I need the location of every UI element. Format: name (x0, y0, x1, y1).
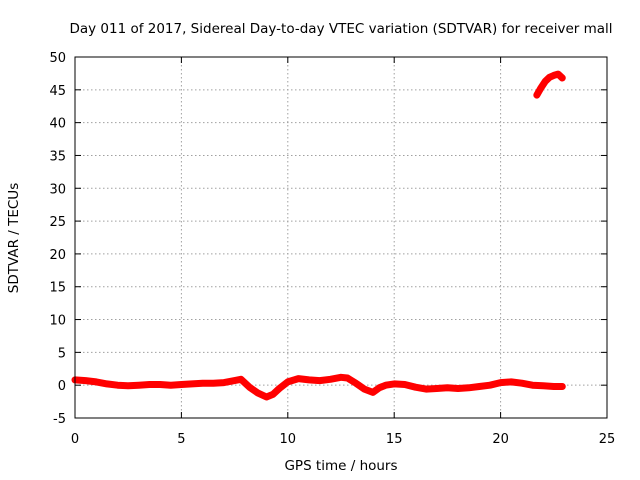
data-point (508, 379, 514, 385)
data-point (353, 380, 359, 386)
x-axis-label: GPS time / hours (284, 458, 397, 474)
y-tick-label: 20 (49, 248, 66, 263)
y-tick-label: 10 (49, 314, 66, 329)
y-tick-label: 45 (49, 84, 66, 99)
data-point (276, 385, 282, 391)
data-point (221, 380, 227, 386)
data-point (317, 378, 323, 384)
data-point (255, 390, 261, 396)
data-point (530, 382, 536, 388)
data-point (361, 386, 367, 392)
y-tick-label: 0 (58, 379, 66, 394)
data-point (200, 380, 206, 386)
data-point (178, 382, 184, 388)
data-point (412, 384, 418, 390)
x-tick-label: 5 (177, 432, 185, 447)
data-point (519, 380, 525, 386)
data-point (455, 385, 461, 391)
y-tick-label: 35 (49, 149, 66, 164)
data-point (285, 379, 291, 385)
data-point (306, 377, 312, 383)
data-point (83, 378, 89, 384)
data-point (487, 382, 493, 388)
data-point (534, 92, 540, 98)
data-point (210, 380, 216, 386)
x-tick-label: 10 (280, 432, 297, 447)
y-axis-label: SDTVAR / TECUs (6, 183, 22, 293)
data-point (476, 383, 482, 389)
x-tick-label: 15 (386, 432, 403, 447)
data-point (295, 376, 301, 382)
tick-layer: 0 5 10 15 20 25 -5 0 5 10 15 20 25 30 35 40 45 50 (49, 51, 615, 447)
grid-lines (75, 57, 607, 418)
data-point (542, 78, 548, 84)
data-point (559, 75, 565, 81)
data-point (189, 381, 195, 387)
y-tick-label: 15 (49, 281, 66, 296)
plot-frame (74, 56, 608, 419)
data-point (146, 382, 152, 388)
data-point (157, 382, 163, 388)
data-point (402, 382, 408, 388)
y-tick-label: 25 (49, 215, 66, 230)
data-point (434, 385, 440, 391)
data-point (104, 381, 110, 387)
x-tick-label: 0 (71, 432, 79, 447)
y-tick-label: -5 (53, 412, 66, 427)
data-point (555, 71, 561, 77)
data-point (540, 383, 546, 389)
data-point (246, 384, 252, 390)
data-point (344, 375, 350, 381)
data-point (338, 374, 344, 380)
data-point (391, 381, 397, 387)
x-tick-label: 25 (599, 432, 616, 447)
data-point (168, 382, 174, 388)
y-tick-label: 5 (58, 346, 66, 361)
series-layer (71, 70, 566, 401)
data-point (115, 382, 121, 388)
data-point (264, 394, 270, 400)
data-point (93, 379, 99, 385)
data-point (498, 380, 504, 386)
data-point (136, 382, 142, 388)
data-point (370, 389, 376, 395)
data-point (125, 383, 131, 389)
chart-title: Day 011 of 2017, Sidereal Day-to-day VTE… (69, 21, 612, 37)
data-point (538, 85, 544, 91)
y-tick-label: 50 (49, 51, 66, 66)
y-tick-label: 40 (49, 117, 66, 132)
data-point (232, 378, 238, 384)
data-point (270, 391, 276, 397)
data-point (466, 385, 472, 391)
data-point (376, 385, 382, 391)
data-point (327, 376, 333, 382)
data-point (559, 383, 565, 389)
data-point (551, 383, 557, 389)
data-point (551, 72, 557, 78)
x-tick-label: 20 (492, 432, 509, 447)
data-point (238, 376, 244, 382)
data-point (547, 74, 553, 80)
y-tick-label: 30 (49, 182, 66, 197)
data-point (444, 385, 450, 391)
data-point (423, 386, 429, 392)
data-point (383, 382, 389, 388)
